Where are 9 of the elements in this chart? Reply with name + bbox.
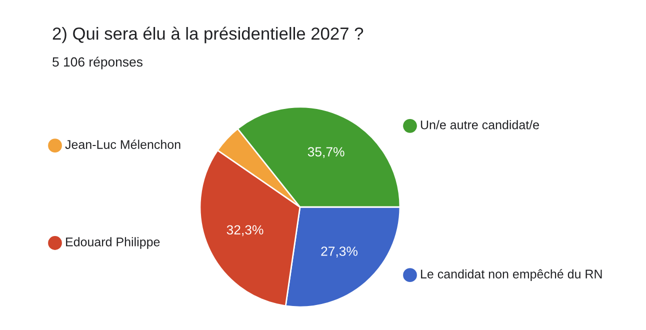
legend-label: Un/e autre candidat/e	[420, 120, 539, 130]
data-label: 27,3%	[321, 246, 358, 258]
chart-subtitle: 5 106 réponses	[52, 56, 142, 70]
data-label: 32,3%	[226, 225, 264, 236]
chart-title: 2) Qui sera élu à la présidentielle 2027 ?	[52, 26, 364, 44]
legend-label: Jean-Luc Mélenchon	[65, 140, 180, 149]
legend-label: Edouard Philippe	[66, 237, 160, 249]
data-label: 35,7%	[308, 147, 344, 158]
legend-label: Le candidat non empêché du RN	[421, 269, 602, 281]
